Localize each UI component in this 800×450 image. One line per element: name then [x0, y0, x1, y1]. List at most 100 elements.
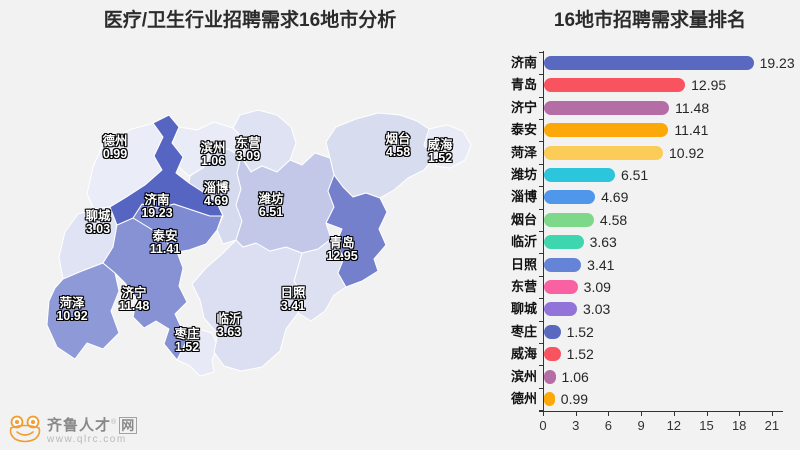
x-axis-tick-label-21: 21 [764, 418, 780, 433]
map-label-city: 淄博 [203, 181, 229, 195]
bar-value-label-聊城: 3.03 [583, 301, 611, 318]
map-label-潍坊: 潍坊 6.51 [258, 193, 283, 219]
x-axis-tick [543, 412, 544, 416]
x-axis-tick-label-15: 15 [699, 418, 714, 433]
map-label-value: 10.92 [56, 309, 88, 323]
bar-济宁[interactable] [544, 100, 670, 115]
bar-value-label-菏泽: 10.92 [669, 144, 705, 161]
bar-category-label-淄博: 淄博 [510, 189, 537, 205]
bar-value-label-枣庄: 1.52 [566, 323, 594, 340]
bar-value-label-东营: 3.09 [583, 279, 611, 295]
map-label-济南: 济南 19.23 [141, 194, 172, 220]
map-label-菏泽: 菏泽 10.92 [56, 297, 87, 323]
map-label-东营: 东营 3.09 [235, 137, 260, 163]
map-label-value: 3.41 [280, 299, 306, 313]
map-label-value: 1.52 [427, 151, 453, 165]
map-label-value: 11.48 [118, 299, 150, 313]
y-axis-tick [539, 410, 543, 412]
map-label-city: 潍坊 [258, 192, 284, 206]
x-axis-tick [575, 412, 577, 416]
bar-category-label-潍坊: 潍坊 [510, 167, 537, 182]
map-region-济南[interactable] [109, 114, 224, 226]
map-label-city: 德州 [102, 134, 128, 148]
map-label-city: 烟台 [385, 132, 411, 146]
bar-威海[interactable] [544, 347, 561, 362]
bar-淄博[interactable] [544, 190, 596, 205]
map-label-济宁: 济宁 11.48 [119, 287, 150, 313]
map-label-枣庄: 枣庄 1.52 [174, 328, 199, 354]
map-label-value: 11.41 [149, 242, 181, 256]
map-region-济宁[interactable] [102, 217, 188, 361]
watermark-brand: 齐鲁人才® 网 [47, 417, 138, 434]
bar-category-label-德州: 德州 [510, 391, 537, 406]
map-label-city: 滨州 [200, 141, 226, 155]
bar-烟台[interactable] [544, 212, 594, 227]
map-label-city: 临沂 [216, 312, 242, 326]
map-region-枣庄[interactable] [176, 328, 219, 377]
map-label-value: 4.69 [203, 194, 229, 208]
map-label-value: 6.51 [258, 205, 284, 219]
bar-category-label-聊城: 聊城 [510, 301, 537, 317]
y-axis-tick [539, 163, 543, 165]
bar-value-label-潍坊: 6.51 [620, 167, 649, 183]
map-label-value: 0.99 [102, 147, 128, 161]
bar-value-label-烟台: 4.58 [599, 211, 628, 228]
bar-value-label-青岛: 12.95 [691, 77, 727, 94]
bar-东营[interactable] [544, 280, 578, 294]
x-axis-tick [739, 412, 741, 416]
bar-青岛[interactable] [544, 78, 686, 93]
map-label-city: 济南 [144, 193, 170, 207]
y-axis-tick [539, 343, 543, 344]
map-label-city: 日照 [280, 286, 306, 300]
y-axis-tick [539, 275, 543, 277]
frog-logo-icon [9, 415, 41, 443]
bar-value-label-德州: 0.99 [560, 391, 589, 407]
y-axis-tick [539, 298, 543, 300]
map-label-value: 12.95 [326, 249, 358, 263]
map-panel-title: 医疗/卫生行业招聘需求16地市分析 [103, 10, 397, 31]
map-label-value: 4.58 [385, 145, 411, 159]
watermark-net-badge: 网 [119, 417, 138, 434]
map-label-value: 1.52 [174, 340, 200, 354]
bar-潍坊[interactable] [544, 168, 615, 182]
x-axis-tick-label-12: 12 [666, 418, 682, 433]
map-label-city: 菏泽 [59, 296, 85, 310]
map-label-滨州: 滨州 1.06 [200, 142, 225, 168]
map-label-烟台: 烟台 4.58 [385, 133, 410, 159]
x-axis-tick [641, 412, 643, 416]
bar-枣庄[interactable] [544, 324, 561, 339]
y-axis-tick [539, 320, 543, 322]
map-label-value: 3.03 [85, 222, 111, 236]
bar-德州[interactable] [544, 392, 555, 406]
y-axis-tick [539, 253, 543, 255]
x-axis-tick [706, 412, 708, 416]
x-axis-tick-label-9: 9 [637, 418, 645, 433]
watermark-url: www.qlrc.com [47, 434, 127, 445]
y-axis-tick [539, 141, 543, 143]
bar-category-label-滨州: 滨州 [510, 368, 537, 384]
bar-菏泽[interactable] [544, 145, 664, 160]
bar-济南[interactable] [544, 56, 754, 70]
bar-泰安[interactable] [544, 123, 669, 138]
bar-category-label-威海: 威海 [510, 346, 537, 362]
map-label-city: 济宁 [121, 286, 147, 300]
map-label-德州: 德州 0.99 [102, 135, 127, 161]
y-axis-tick [539, 186, 543, 188]
bar-聊城[interactable] [544, 302, 578, 317]
map-label-value: 19.23 [141, 206, 173, 220]
qlrc-watermark: 齐鲁人才® 网 www.qlrc.com [8, 415, 138, 446]
map-label-city: 东营 [235, 136, 261, 150]
map-label-value: 1.06 [200, 154, 226, 168]
map-label-日照: 日照 3.41 [280, 287, 305, 313]
bar-临沂[interactable] [544, 235, 584, 250]
map-region-青岛[interactable] [325, 174, 388, 288]
bar-滨州[interactable] [544, 369, 556, 384]
map-label-value: 3.09 [235, 149, 261, 163]
x-axis-tick [608, 412, 610, 416]
y-axis-tick [539, 365, 543, 367]
x-axis-tick-label-18: 18 [731, 418, 747, 433]
y-axis-tick [539, 119, 543, 120]
bar-日照[interactable] [544, 257, 582, 272]
x-axis-tick [771, 412, 773, 416]
